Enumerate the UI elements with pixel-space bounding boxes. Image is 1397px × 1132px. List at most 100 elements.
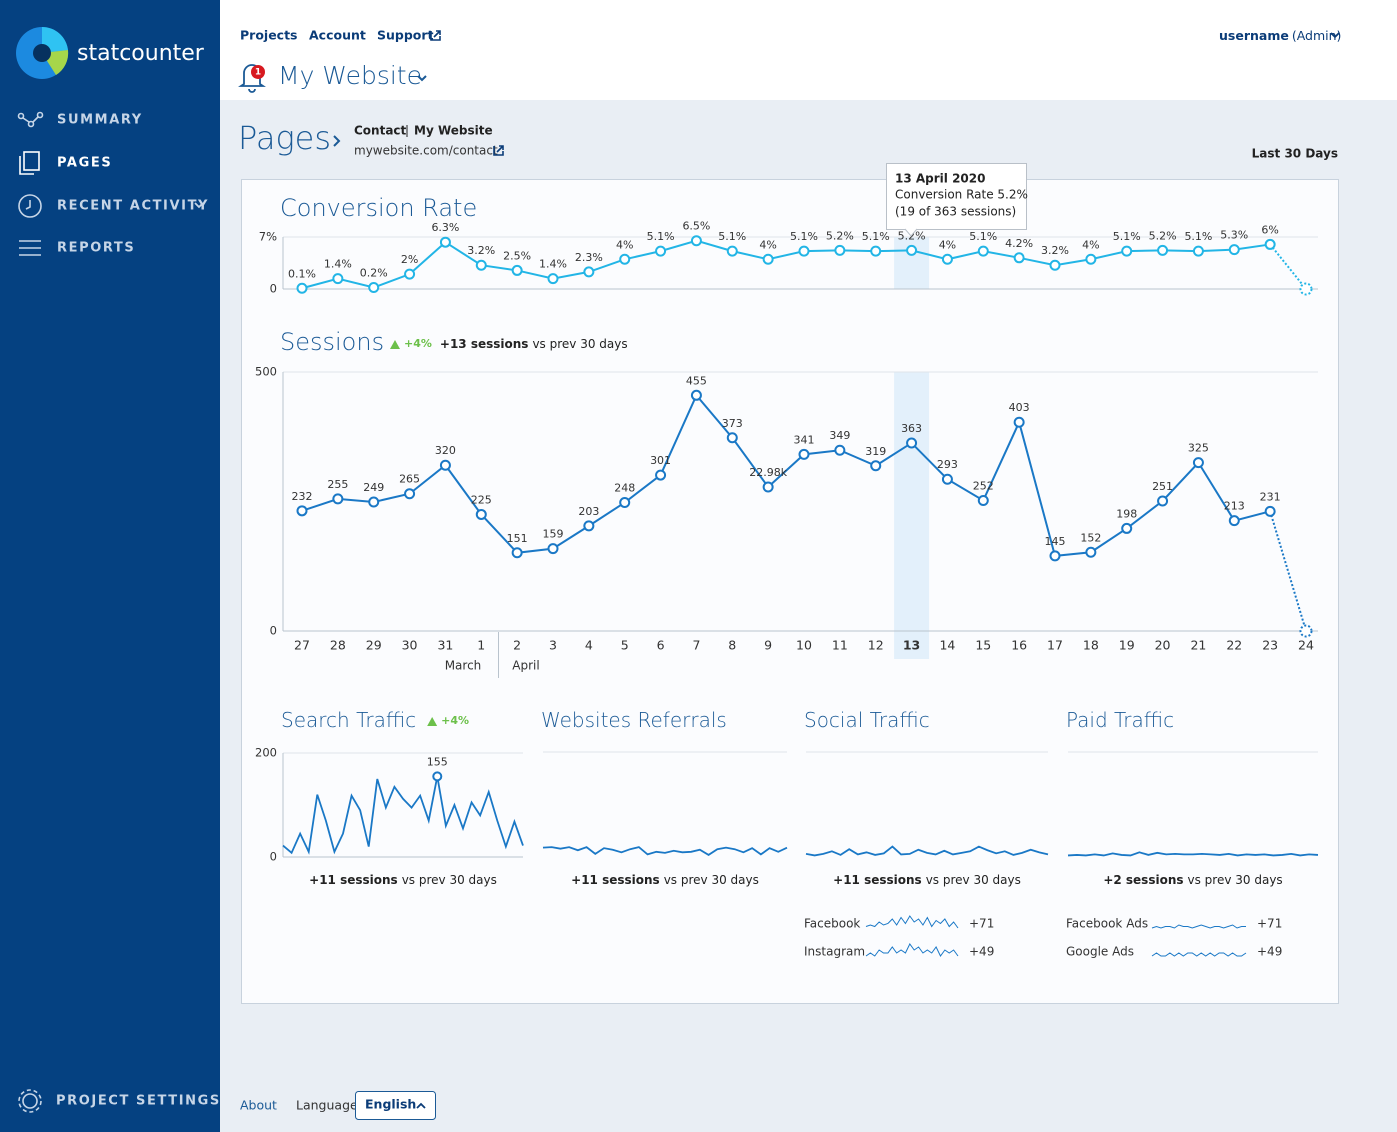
x-tick-label: 17 [1047, 638, 1063, 653]
value-label: 5.1% [862, 230, 890, 243]
page-title: Pages [238, 119, 331, 157]
data-point [475, 259, 487, 271]
nav-summary[interactable]: SUMMARY [57, 113, 143, 128]
value-label: 3.2% [1041, 244, 1069, 257]
value-label: 152 [1080, 531, 1101, 544]
logo [16, 26, 69, 79]
date-range[interactable]: Last 30 Days [1252, 147, 1338, 161]
sparkline [1151, 952, 1247, 957]
breakdown-name: Google Ads [1066, 945, 1134, 959]
data-point [296, 282, 308, 294]
x-tick-label: 1 [477, 638, 485, 653]
x-tick-label: 29 [366, 638, 382, 653]
data-point [619, 497, 631, 509]
x-tick-label: 22 [1226, 638, 1242, 653]
project-name[interactable]: My Website [278, 61, 422, 90]
data-point [296, 505, 308, 517]
value-label: 5.1% [1184, 230, 1212, 243]
nav-pages[interactable]: PAGES [57, 156, 112, 171]
annotation: 22.98k [749, 466, 787, 479]
highlight-band [894, 237, 930, 289]
x-tick-label: 5 [621, 638, 629, 653]
title: Search Traffic [281, 708, 416, 732]
x-tick-label: 24 [1298, 638, 1314, 653]
nav-recent-activity[interactable]: RECENT ACTIVITY [57, 199, 209, 214]
value-label: 341 [794, 433, 815, 446]
page-url[interactable]: mywebsite.com/contact [354, 144, 498, 158]
data-point [834, 244, 846, 256]
nav-settings[interactable]: PROJECT SETTINGS [56, 1094, 221, 1109]
value-label: 5.3% [1220, 229, 1248, 242]
data-point [977, 245, 989, 257]
link-support[interactable]: Support [377, 28, 434, 43]
value-label: 301 [650, 454, 671, 467]
breakdown-name: Facebook [804, 917, 860, 931]
user-menu[interactable]: username (Admin) [1219, 28, 1341, 43]
title: Paid Traffic [1066, 708, 1174, 732]
title: Social Traffic [804, 708, 930, 732]
data-point [547, 273, 559, 285]
data-point [368, 282, 380, 294]
delta: +11 sessions [309, 873, 398, 887]
summary: +11 sessions vs prev 30 days [833, 873, 1021, 887]
data-point [332, 273, 344, 285]
link-projects[interactable]: Projects [240, 28, 298, 43]
value-label: 5.1% [647, 230, 675, 243]
x-tick-label: 9 [764, 638, 772, 653]
topbar [220, 0, 1397, 100]
x-tick-label: 18 [1083, 638, 1099, 653]
value-label: 5.1% [718, 230, 746, 243]
value-label: 2.5% [503, 249, 531, 262]
nav-reports[interactable]: REPORTS [57, 241, 135, 256]
value-label: 255 [327, 478, 348, 491]
data-point [1085, 546, 1097, 558]
value-label: 265 [399, 473, 420, 486]
data-point [583, 520, 595, 532]
data-point [870, 245, 882, 257]
series-line [542, 846, 788, 856]
data-point [1228, 244, 1240, 256]
x-tick-label: 27 [294, 638, 310, 653]
x-tick-label: 11 [832, 638, 848, 653]
data-point [762, 481, 774, 493]
projection-line [1269, 511, 1307, 632]
y-tick-label: 500 [255, 365, 277, 379]
data-point [432, 771, 443, 782]
delta: +11 sessions [571, 873, 660, 887]
data-point [619, 253, 631, 265]
x-tick-label: 7 [692, 638, 700, 653]
data-point [977, 494, 989, 506]
data-point [1299, 624, 1313, 638]
data-point [511, 264, 523, 276]
data-point [332, 493, 344, 505]
value-label: 319 [865, 445, 886, 458]
badge-count: 1 [255, 68, 261, 78]
summary: +11 sessions vs prev 30 days [309, 873, 497, 887]
brand[interactable]: statcounter [77, 41, 205, 66]
value-label: 6.3% [431, 221, 459, 234]
delta: +2 sessions [1103, 873, 1183, 887]
nav-icons [17, 111, 44, 1113]
language-select[interactable] [355, 1091, 436, 1120]
breakdown-name: Instagram [804, 945, 865, 959]
link-account[interactable]: Account [309, 28, 366, 43]
x-tick-label: 16 [1011, 638, 1027, 653]
data-point [1013, 252, 1025, 264]
value-label: 0.2% [360, 267, 388, 280]
summary: +2 sessions vs prev 30 days [1103, 873, 1282, 887]
page-name: Contact [354, 124, 407, 138]
sparkline [1151, 924, 1246, 929]
breakdown-change: +71 [969, 917, 994, 931]
data-point [1192, 245, 1204, 257]
suffix: vs prev 30 days [926, 873, 1021, 887]
breakdown-change: +49 [1257, 945, 1282, 959]
x-tick-label: 28 [330, 638, 346, 653]
value-label: 455 [686, 374, 707, 387]
chart-title: Paid Traffic [1066, 708, 1174, 732]
about-link[interactable]: About [240, 1098, 277, 1113]
data-point [1264, 505, 1276, 517]
tooltip-date: 13 April 2020 [895, 172, 985, 186]
value-label: 5.2% [826, 229, 854, 242]
value-label: 4% [1082, 238, 1099, 251]
